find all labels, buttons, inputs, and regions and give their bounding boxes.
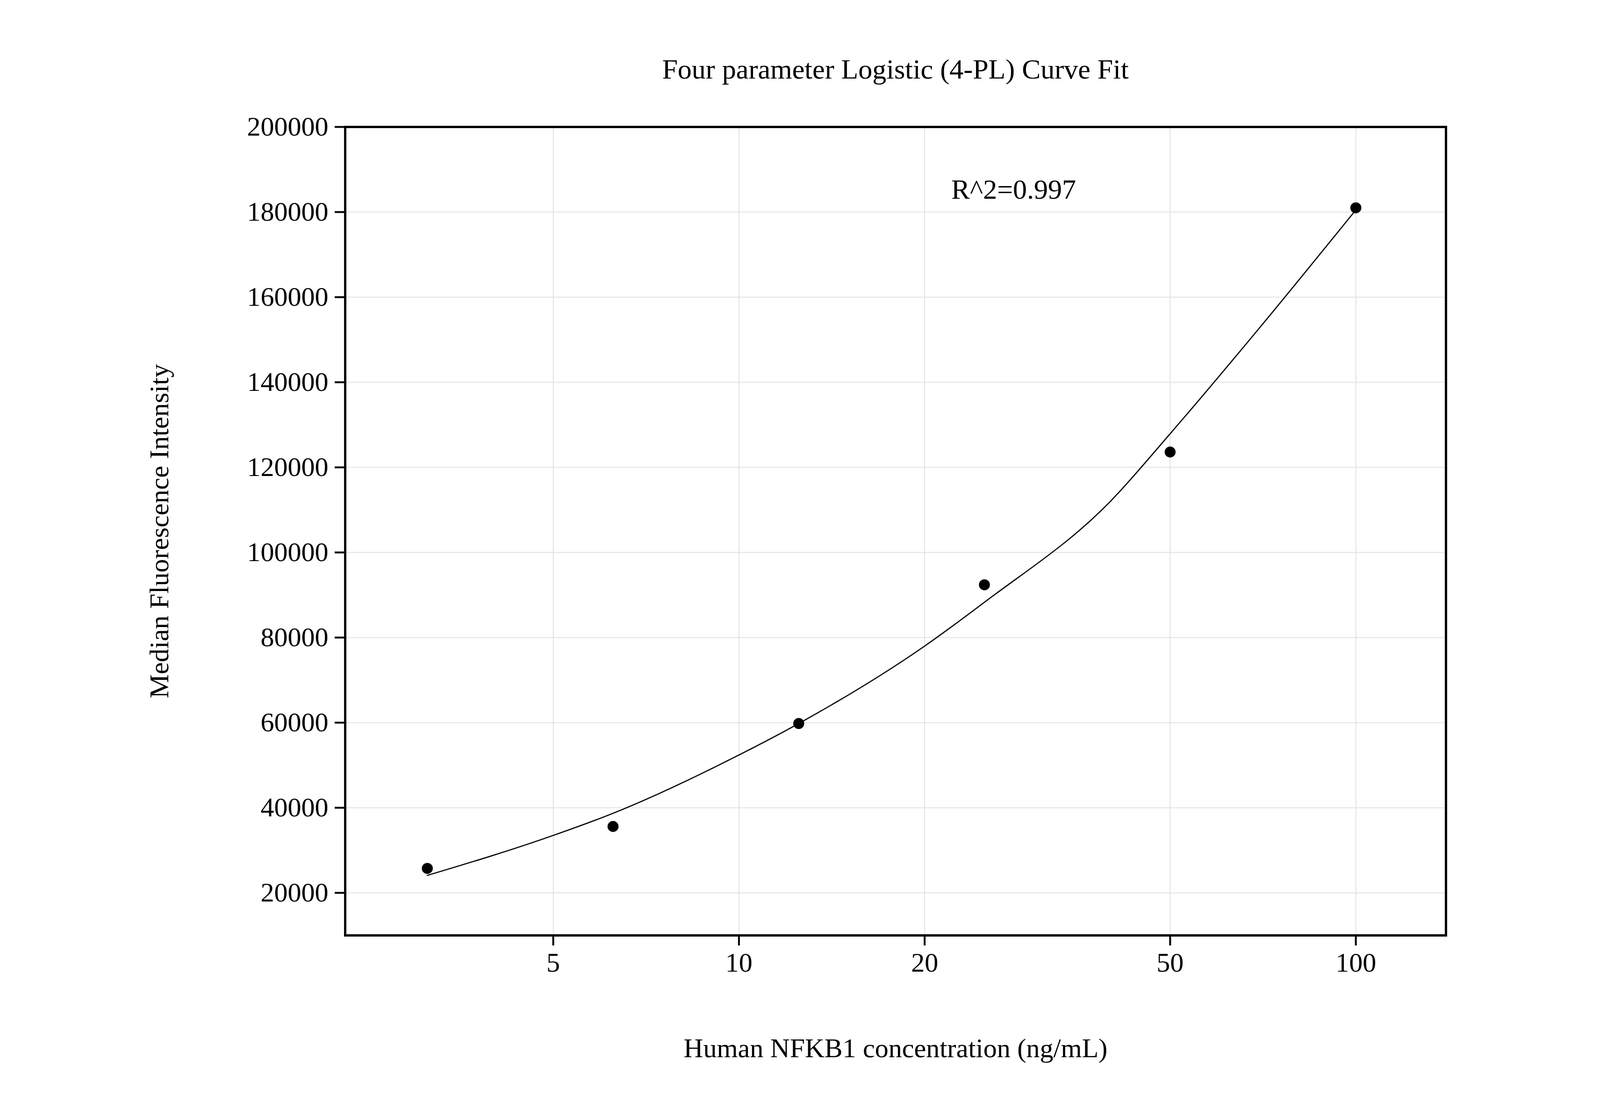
svg-text:100: 100 [1335,947,1377,978]
svg-text:140000: 140000 [247,366,329,397]
svg-text:50: 50 [1156,947,1184,978]
svg-text:20000: 20000 [260,876,329,908]
svg-text:80000: 80000 [260,621,329,653]
svg-text:180000: 180000 [247,196,329,227]
svg-text:200000: 200000 [247,111,329,142]
svg-text:20: 20 [911,947,939,978]
svg-text:120000: 120000 [247,451,329,482]
svg-text:5: 5 [546,947,560,978]
svg-text:60000: 60000 [260,706,329,738]
svg-text:R^2=0.997: R^2=0.997 [951,173,1077,205]
html-text:Four parameter Logistic (4-PL): Four parameter Logistic (4-PL) Curve Fit [662,53,1129,85]
svg-text:Human NFKB1 concentration (ng/: Human NFKB1 concentration (ng/mL) [683,1032,1108,1063]
svg-text:Median Fluorescence Intensity: Median Fluorescence Intensity [143,363,175,698]
svg-text:10: 10 [725,947,753,978]
svg-text:160000: 160000 [247,281,329,312]
svg-text:40000: 40000 [260,791,329,823]
svg-text:100000: 100000 [247,536,329,567]
